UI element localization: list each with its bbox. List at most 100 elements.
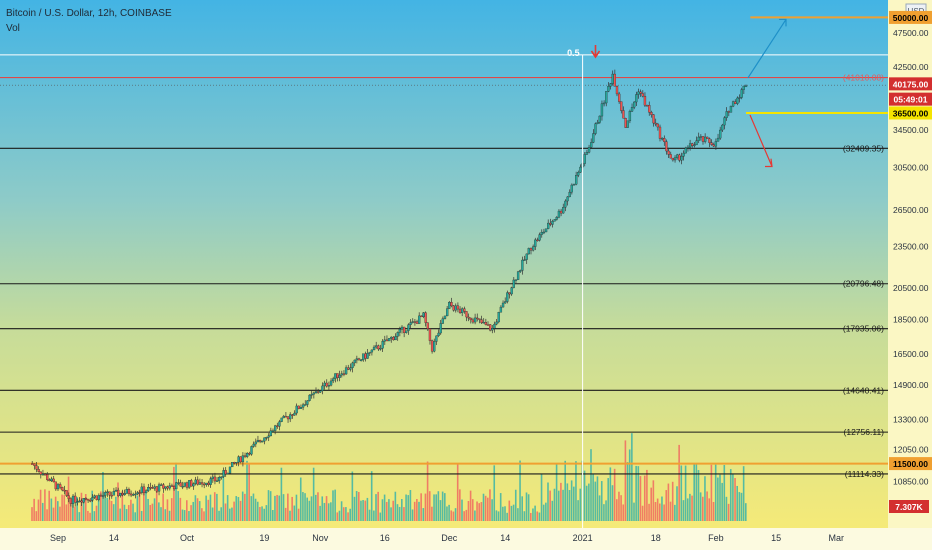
candle-body-199 [458,308,462,314]
candle-body-65 [170,485,174,487]
candle-body-159 [372,346,376,351]
candle-body-28 [91,497,94,501]
candle-body-57 [153,486,156,489]
volume-bar-273 [618,491,620,521]
candle-body-93 [230,462,234,468]
candle-body-38 [112,491,116,496]
candle-body-260 [590,142,593,148]
volume-bar-260 [590,449,592,521]
candle-body-160 [375,345,378,348]
candle-body-40 [117,489,120,496]
volume-bar-61 [162,493,164,521]
candle-body-233 [532,246,535,251]
volume-bar-252 [573,486,575,521]
volume-bar-49 [136,495,139,521]
volume-bar-11 [54,496,57,521]
volume-bar-147 [347,512,349,521]
volume-bar-15 [63,495,66,521]
volume-bar-264 [598,495,601,521]
candle-body-67 [175,482,178,490]
volume-bar-290 [654,502,657,521]
candle-body-250 [568,191,571,198]
volume-bar-62 [164,509,167,521]
candle-body-128 [306,400,309,405]
candle-body-323 [725,111,728,118]
volume-bar-22 [78,512,81,521]
candle-body-165 [385,339,389,342]
volume-bar-8 [48,490,50,521]
candle-body-151 [355,358,359,361]
volume-bar-72 [186,500,188,521]
candle-body-231 [527,248,530,255]
volume-bar-160 [375,494,377,521]
candle-body-61 [162,484,165,489]
volume-bar-233 [532,508,534,521]
candle-body-92 [228,466,232,474]
volume-bar-82 [207,499,210,521]
candle-body-274 [620,101,623,111]
candle-body-22 [78,500,81,503]
candle-body-84 [211,476,214,479]
volume-bar-124 [297,508,300,521]
y-tick-label-9: 16500.00 [893,349,929,359]
volume-bar-14 [61,494,63,521]
volume-bar-253 [575,461,577,521]
candle-body-243 [553,219,556,222]
volume-bar-83 [209,494,212,521]
candle-body-193 [445,308,449,317]
volume-bar-65 [170,498,173,521]
candle-body-14 [61,487,64,491]
volume-bar-138 [327,503,330,521]
volume-bar-268 [607,478,609,521]
volume-bar-332 [745,503,747,521]
volume-bar-73 [188,511,190,521]
candle-body-173 [402,326,406,333]
volume-bar-314 [706,491,708,521]
candle-body-89 [222,470,225,477]
candle-body-302 [680,156,683,161]
volume-bar-245 [557,490,560,521]
candle-body-26 [86,498,90,501]
candle-body-179 [415,321,419,324]
candle-body-177 [411,321,414,323]
candle-body-167 [390,336,393,339]
volume-bar-191 [441,491,444,521]
candle-body-294 [663,138,666,142]
candle-body-153 [359,359,363,362]
candle-body-192 [443,315,447,319]
volume-bar-261 [592,474,594,521]
volume-bar-223 [510,505,513,521]
candle-body-27 [89,500,92,502]
volume-bar-158 [370,471,373,521]
volume-bar-320 [719,474,721,521]
candle-body-88 [220,476,223,478]
volume-bar-269 [609,467,612,521]
level-label-2: (20796.48) [843,279,884,289]
candle-body-30 [95,495,98,500]
volume-bar-232 [530,512,532,521]
candle-body-118 [284,415,288,418]
candle-body-112 [271,430,275,432]
candle-body-194 [448,302,451,309]
volume-bar-168 [392,500,394,521]
candle-body-31 [97,495,100,500]
y-tick-label-11: 13300.00 [893,414,929,424]
candle-body-59 [157,484,161,492]
candle-body-282 [637,91,640,95]
volume-bar-109 [265,505,268,521]
volume-bar-210 [482,493,485,521]
candle-body-175 [407,324,410,331]
down-arrow-annotation [590,45,601,59]
candle-body-138 [327,385,331,387]
candle-body-75 [192,483,195,487]
x-tick-label-7: 14 [500,533,510,543]
volume-bar-239 [545,502,547,521]
candle-body-197 [454,305,457,311]
candle-body-62 [164,486,167,489]
y-tick-label-3: 34500.00 [893,125,929,135]
candle-body-115 [278,421,281,427]
volume-bar-319 [717,477,719,521]
volume-bar-170 [396,504,399,521]
